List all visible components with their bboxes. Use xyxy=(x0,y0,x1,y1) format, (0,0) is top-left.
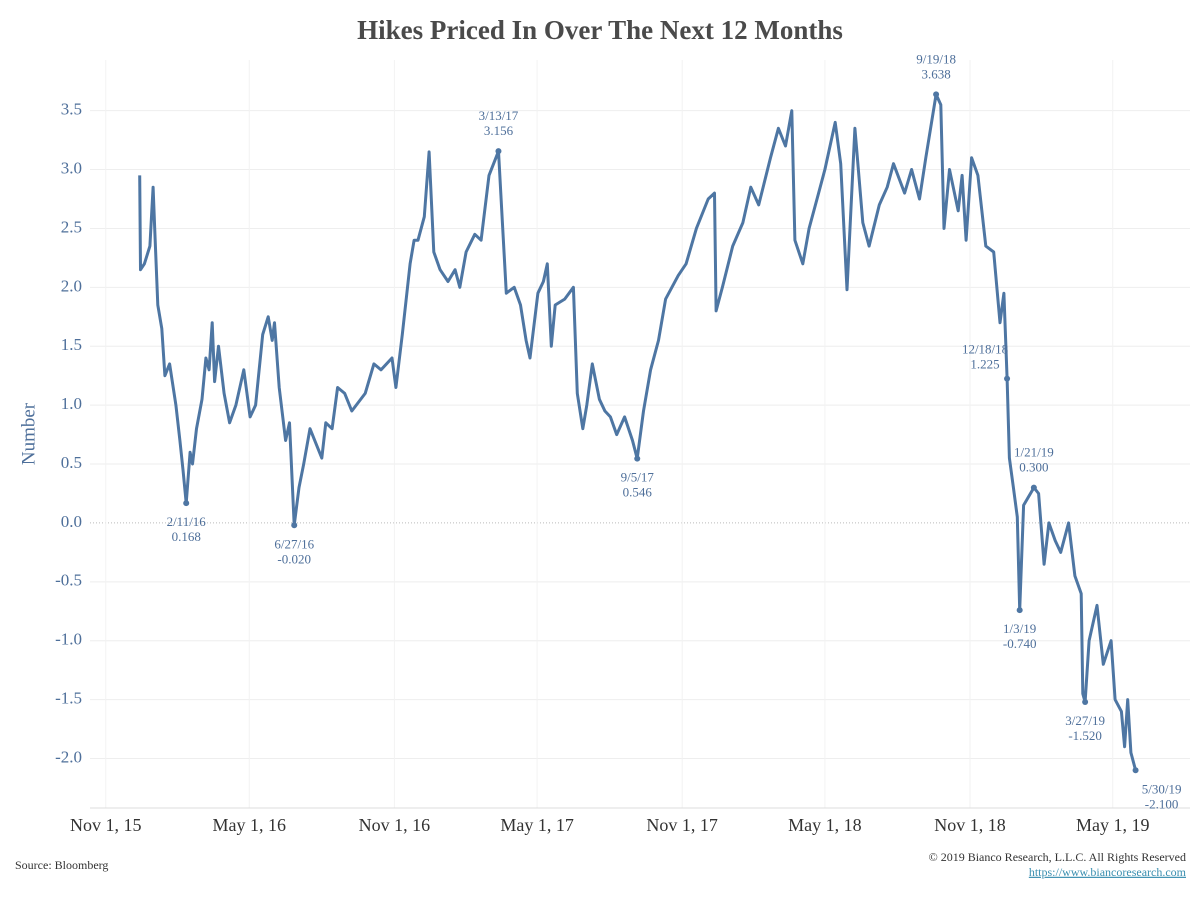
y-axis-label: Number xyxy=(18,402,39,465)
x-tick-label: Nov 1, 16 xyxy=(359,815,431,835)
annotation-value: -0.740 xyxy=(1003,636,1037,651)
annotation-date: 3/13/17 xyxy=(479,108,519,123)
chart-title: Hikes Priced In Over The Next 12 Months xyxy=(357,15,843,45)
annotation-date: 5/30/19 xyxy=(1142,781,1182,796)
copyright: © 2019 Bianco Research, L.L.C. All Right… xyxy=(929,850,1186,864)
y-tick-label: -0.5 xyxy=(55,571,82,590)
y-tick-label: 2.5 xyxy=(61,217,82,236)
annotation-point xyxy=(495,148,502,155)
annotation-date: 6/27/16 xyxy=(274,536,314,551)
annotation-date: 3/27/19 xyxy=(1065,713,1105,728)
annotation-point xyxy=(1004,375,1011,382)
source: Source: Bloomberg xyxy=(15,858,108,872)
annotation-value: 0.300 xyxy=(1019,460,1048,475)
y-tick-label: 0.0 xyxy=(61,512,82,531)
annotation-date: 12/18/18 xyxy=(962,342,1008,357)
annotation-value: 0.546 xyxy=(623,485,653,500)
x-tick-label: Nov 1, 17 xyxy=(646,815,718,835)
annotation-point xyxy=(1016,607,1023,614)
x-tick-label: Nov 1, 15 xyxy=(70,815,142,835)
annotation-value: 3.156 xyxy=(484,123,514,138)
y-tick-label: 2.0 xyxy=(61,276,82,295)
annotation-value: 0.168 xyxy=(172,529,201,544)
annotation-value: -2.100 xyxy=(1145,796,1179,811)
data-line xyxy=(138,92,1138,771)
y-tick-label: 3.0 xyxy=(61,158,82,177)
annotation-value: -0.020 xyxy=(277,551,311,566)
y-tick-label: 3.5 xyxy=(61,100,82,119)
annotation-point xyxy=(291,522,298,529)
annotation-point xyxy=(183,500,190,507)
y-tick-label: -1.5 xyxy=(55,689,82,708)
x-tick-label: May 1, 19 xyxy=(1076,815,1150,835)
x-tick-label: May 1, 17 xyxy=(500,815,574,835)
annotation-point xyxy=(634,455,641,462)
website-link[interactable]: https://www.biancoresearch.com xyxy=(1029,865,1187,879)
annotation-date: 1/21/19 xyxy=(1014,445,1054,460)
annotation-value: 1.225 xyxy=(970,357,999,372)
x-tick-label: Nov 1, 18 xyxy=(934,815,1006,835)
annotation-date: 9/19/18 xyxy=(916,51,956,66)
y-tick-label: -1.0 xyxy=(55,630,82,649)
y-tick-label: -2.0 xyxy=(55,747,82,766)
annotation-point xyxy=(1082,698,1089,705)
annotation-point xyxy=(933,91,940,98)
annotation-point xyxy=(1030,484,1037,491)
annotation-date: 1/3/19 xyxy=(1003,621,1036,636)
x-tick-label: May 1, 18 xyxy=(788,815,862,835)
y-tick-label: 1.5 xyxy=(61,335,82,354)
x-tick-label: May 1, 16 xyxy=(213,815,287,835)
annotation-point xyxy=(1132,767,1139,774)
annotation-date: 9/5/17 xyxy=(621,470,655,485)
annotation-value: 3.638 xyxy=(921,66,950,81)
y-tick-label: 0.5 xyxy=(61,453,82,472)
y-tick-label: 1.0 xyxy=(61,394,82,413)
annotation-value: -1.520 xyxy=(1068,728,1102,743)
annotation-date: 2/11/16 xyxy=(167,514,207,529)
